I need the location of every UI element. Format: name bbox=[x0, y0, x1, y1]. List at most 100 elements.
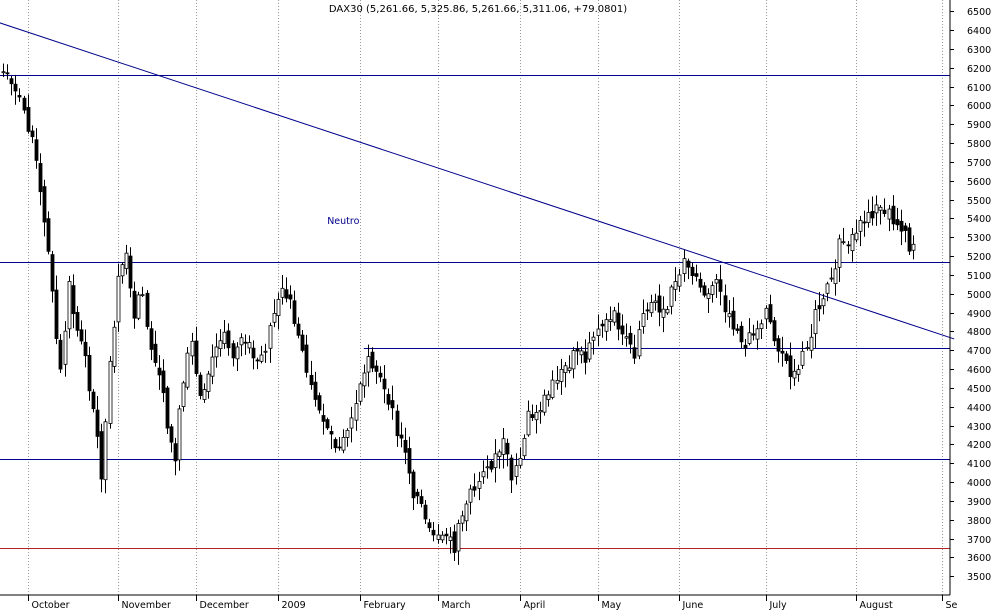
candle-body bbox=[38, 163, 43, 193]
y-tick-label: 3600 bbox=[967, 553, 991, 564]
candle-body bbox=[776, 338, 781, 352]
candle-body bbox=[661, 308, 666, 318]
candle-body bbox=[1, 71, 6, 74]
candle-body bbox=[415, 491, 420, 497]
candle-body bbox=[682, 258, 687, 274]
candle-body bbox=[604, 319, 609, 332]
candle-body bbox=[862, 221, 867, 224]
candle-body bbox=[411, 471, 416, 499]
y-tick-label: 4300 bbox=[967, 422, 991, 433]
candle-body bbox=[759, 323, 764, 330]
candle-body bbox=[825, 283, 830, 294]
candle-body bbox=[407, 448, 412, 474]
candle-body bbox=[214, 346, 219, 358]
candle-body bbox=[514, 465, 519, 477]
candle-body bbox=[46, 218, 51, 252]
candle-body bbox=[436, 534, 441, 540]
candle-body bbox=[218, 340, 223, 349]
month-label: February bbox=[364, 600, 406, 610]
y-tick-label: 6100 bbox=[967, 83, 991, 94]
candle-body bbox=[448, 536, 453, 541]
y-tick-label: 5400 bbox=[967, 214, 991, 225]
candle-body bbox=[423, 504, 428, 520]
candle-body bbox=[87, 355, 92, 392]
month-label: March bbox=[442, 600, 471, 610]
candle-body bbox=[243, 341, 248, 344]
candle-body bbox=[395, 410, 400, 437]
candle-body bbox=[497, 451, 502, 457]
candle-body bbox=[34, 139, 39, 161]
candle-body bbox=[145, 292, 150, 327]
candle-body bbox=[460, 515, 465, 524]
y-tick-label: 5700 bbox=[967, 158, 991, 169]
candle-body bbox=[255, 359, 260, 362]
candle-body bbox=[239, 337, 244, 346]
candle-body bbox=[386, 394, 391, 405]
candle-body bbox=[9, 78, 14, 85]
candle-body bbox=[337, 446, 342, 449]
candle-body bbox=[874, 204, 879, 214]
candle-body bbox=[185, 352, 190, 388]
candle-body bbox=[95, 409, 100, 437]
candle-body bbox=[390, 400, 395, 409]
trendline bbox=[0, 22, 955, 340]
candle-body bbox=[345, 429, 350, 438]
candle-body bbox=[468, 488, 473, 503]
candle-body bbox=[587, 342, 592, 360]
candle-body bbox=[583, 351, 588, 363]
candle-body bbox=[58, 339, 63, 370]
candle-body bbox=[54, 289, 59, 339]
candle-body bbox=[489, 460, 494, 470]
candle-body bbox=[251, 347, 256, 359]
candle-body bbox=[67, 281, 72, 330]
y-tick-label: 6500 bbox=[967, 7, 991, 18]
candle-body bbox=[452, 531, 457, 553]
candle-body bbox=[177, 408, 182, 461]
candle-body bbox=[83, 341, 88, 357]
candle-body bbox=[136, 294, 141, 319]
candle-body bbox=[841, 241, 846, 244]
candle-body bbox=[30, 130, 35, 138]
candle-body bbox=[624, 336, 629, 339]
candle-body bbox=[300, 334, 305, 351]
candle-body bbox=[161, 370, 166, 394]
candle-body bbox=[858, 220, 863, 232]
candle-body bbox=[481, 471, 486, 478]
candle-body bbox=[751, 333, 756, 336]
y-tick-label: 6300 bbox=[967, 45, 991, 56]
candle-body bbox=[140, 294, 145, 297]
candle-body bbox=[329, 431, 334, 435]
candle-body bbox=[686, 260, 691, 268]
candle-body bbox=[370, 351, 375, 369]
candle-body bbox=[698, 278, 703, 288]
candle-body bbox=[354, 403, 359, 421]
candle-body bbox=[538, 410, 543, 413]
candle-body bbox=[846, 244, 851, 247]
candle-body bbox=[366, 356, 371, 373]
candle-body bbox=[222, 331, 227, 344]
candle-body bbox=[596, 328, 601, 336]
candle-body bbox=[124, 252, 129, 269]
candle-body bbox=[71, 285, 76, 315]
month-label: June bbox=[682, 600, 704, 610]
candle-body bbox=[710, 285, 715, 295]
candle-body bbox=[505, 442, 510, 455]
y-tick-label: 3900 bbox=[967, 497, 991, 508]
candle-body bbox=[571, 350, 576, 370]
candle-body bbox=[821, 298, 826, 307]
candle-body bbox=[198, 374, 203, 396]
candle-body bbox=[362, 372, 367, 387]
candle-body bbox=[522, 438, 527, 457]
candle-body bbox=[296, 323, 301, 336]
candle-body bbox=[854, 232, 859, 241]
candle-body bbox=[747, 332, 752, 344]
candle-body bbox=[878, 206, 883, 211]
candle-body bbox=[632, 347, 637, 359]
candles-layer bbox=[1, 63, 916, 565]
candle-body bbox=[600, 323, 605, 327]
candle-body bbox=[26, 107, 31, 132]
y-tick-label: 5600 bbox=[967, 177, 991, 188]
candle-body bbox=[75, 312, 80, 331]
candle-body bbox=[702, 285, 707, 296]
candle-body bbox=[850, 234, 855, 252]
